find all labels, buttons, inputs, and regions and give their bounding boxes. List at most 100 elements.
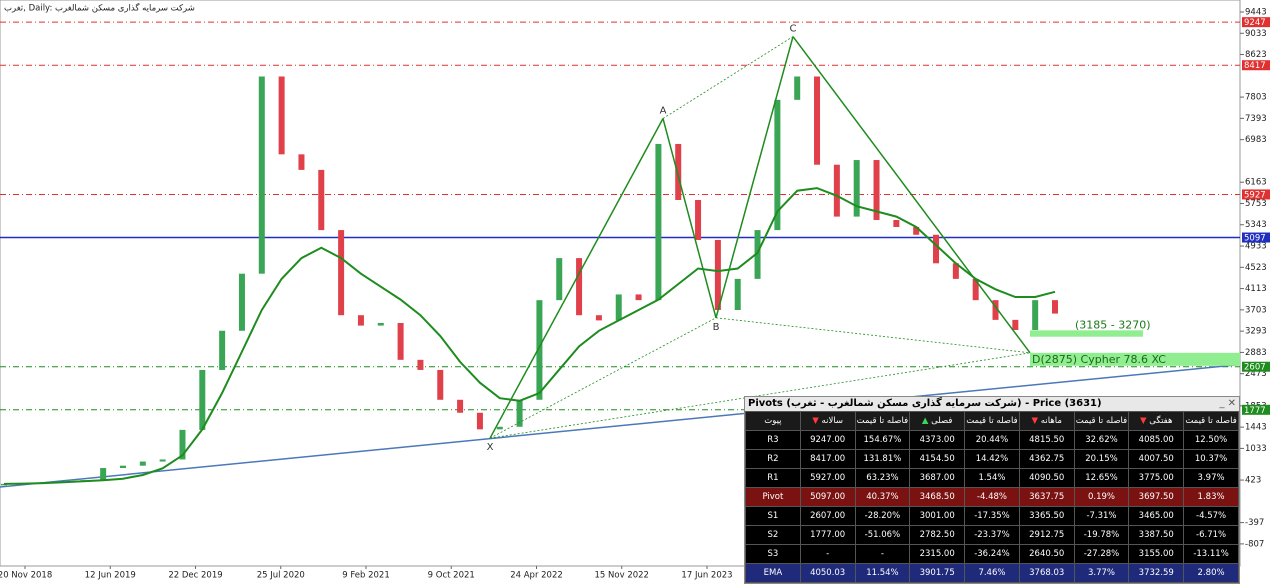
table-row: Pivot 5097.00 40.37% 3468.50 -4.48% 3637.75 0.… xyxy=(745,487,1239,507)
candle xyxy=(179,429,186,460)
column-header: فاصله تا قیمت xyxy=(964,411,1020,431)
candle xyxy=(595,315,602,321)
pattern-label: B xyxy=(713,322,720,333)
table-cell: -7.31% xyxy=(1073,506,1130,526)
column-header: فاصله تا قیمت xyxy=(854,411,911,431)
table-cell: 7.46% xyxy=(964,563,1020,583)
table-cell: 3387.50 xyxy=(1128,525,1185,545)
column-header: پیوت xyxy=(745,411,801,431)
level-label: 1777 xyxy=(1244,406,1266,416)
table-cell: 4085.00 xyxy=(1128,430,1185,450)
panel-title: Pivots (شرکت سرمایه گذاری مسکن شمالغرب -… xyxy=(748,398,1102,409)
table-cell: 63.23% xyxy=(854,468,911,488)
candle xyxy=(833,164,840,217)
candle xyxy=(853,160,860,217)
y-tick-label: 4113 xyxy=(1245,284,1267,294)
candle xyxy=(794,76,801,100)
pattern-leg xyxy=(662,118,717,318)
candle xyxy=(933,234,940,264)
y-tick-label: 3293 xyxy=(1245,327,1267,337)
level-label-box xyxy=(1242,361,1270,372)
pivots-panel: Pivots (شرکت سرمایه گذاری مسکن شمالغرب -… xyxy=(744,396,1240,584)
table-cell: 32.62% xyxy=(1073,430,1130,450)
level-label-box xyxy=(1242,17,1270,28)
candle xyxy=(516,399,523,427)
candle xyxy=(476,412,483,430)
candle xyxy=(695,199,702,240)
table-cell: 2912.75 xyxy=(1018,525,1075,545)
table-cell: 2640.50 xyxy=(1018,544,1075,564)
candle xyxy=(1032,300,1039,330)
row-label: Pivot xyxy=(745,487,801,507)
column-title: فاصله تا قیمت xyxy=(1185,416,1237,426)
candle xyxy=(893,219,900,227)
panel-buttons[interactable]: _ ✕ xyxy=(1219,398,1236,409)
table-cell: 3.97% xyxy=(1183,468,1239,488)
x-tick-label: 15 Nov 2022 xyxy=(595,571,649,581)
table-cell: -19.78% xyxy=(1073,525,1130,545)
candle xyxy=(457,399,464,413)
table-cell: 3155.00 xyxy=(1128,544,1185,564)
column-header: ▼ ماهانه xyxy=(1018,411,1075,431)
candle xyxy=(258,76,265,274)
candle xyxy=(199,369,206,430)
candle xyxy=(675,143,682,200)
candle xyxy=(278,76,285,155)
y-tick-label: 423 xyxy=(1245,476,1261,486)
candle xyxy=(100,468,107,481)
y-tick-label: 2473 xyxy=(1245,369,1267,379)
row-label: S3 xyxy=(745,544,801,564)
candle xyxy=(655,143,662,301)
y-tick-label: 4523 xyxy=(1245,263,1267,273)
level-label: 8417 xyxy=(1244,61,1266,71)
candle xyxy=(298,154,305,170)
row-label: S1 xyxy=(745,506,801,526)
table-cell: -17.35% xyxy=(964,506,1020,526)
y-tick-label: 7393 xyxy=(1245,114,1267,124)
pattern-ratio xyxy=(489,352,1031,439)
pivots-table: پیوت ▼ سالانه فاصله تا قیمت ▲ فصلی فاصله تا … xyxy=(745,411,1239,583)
candle xyxy=(417,359,424,370)
table-cell: 3732.59 xyxy=(1128,563,1185,583)
table-row: R3 9247.00 154.67% 4373.00 20.44% 4815.50 32.6… xyxy=(745,430,1239,450)
y-tick-label: 6163 xyxy=(1245,178,1267,188)
table-cell: 3.77% xyxy=(1073,563,1130,583)
candle xyxy=(774,99,781,231)
table-cell: 5927.00 xyxy=(799,468,856,488)
table-cell: 1777.00 xyxy=(799,525,856,545)
table-cell: 8417.00 xyxy=(799,449,856,469)
table-cell: 11.54% xyxy=(854,563,911,583)
table-cell: 4154.50 xyxy=(909,449,966,469)
pattern-label: A xyxy=(660,106,667,117)
candle xyxy=(913,226,920,235)
x-tick-label: 17 Jun 2023 xyxy=(681,571,732,581)
candle xyxy=(576,258,583,316)
candle xyxy=(437,369,444,400)
pattern-ratio xyxy=(489,317,717,439)
level-label: 9247 xyxy=(1244,18,1266,28)
table-cell: -27.28% xyxy=(1073,544,1130,564)
table-cell: -6.71% xyxy=(1183,525,1239,545)
table-cell: 12.65% xyxy=(1073,468,1130,488)
row-label: R1 xyxy=(745,468,801,488)
target-zone xyxy=(1030,330,1143,337)
table-cell: - xyxy=(799,544,856,564)
table-cell: 0.19% xyxy=(1073,487,1130,507)
candle xyxy=(1012,319,1019,330)
candle xyxy=(357,315,364,326)
table-cell: -23.37% xyxy=(964,525,1020,545)
candle xyxy=(238,273,245,331)
row-label: R3 xyxy=(745,430,801,450)
candle xyxy=(536,300,543,400)
candle xyxy=(397,322,404,360)
x-tick-label: 9 Oct 2021 xyxy=(428,571,475,581)
table-cell: 9247.00 xyxy=(799,430,856,450)
table-cell: 1.54% xyxy=(964,468,1020,488)
level-label-box xyxy=(1242,404,1270,415)
table-cell: 131.81% xyxy=(854,449,911,469)
y-tick-label: -807 xyxy=(1245,539,1264,549)
table-cell: 4362.75 xyxy=(1018,449,1075,469)
pattern-label: D(2875) Cypher 78.6 XC xyxy=(1032,353,1166,366)
pattern-leg xyxy=(792,36,1031,354)
